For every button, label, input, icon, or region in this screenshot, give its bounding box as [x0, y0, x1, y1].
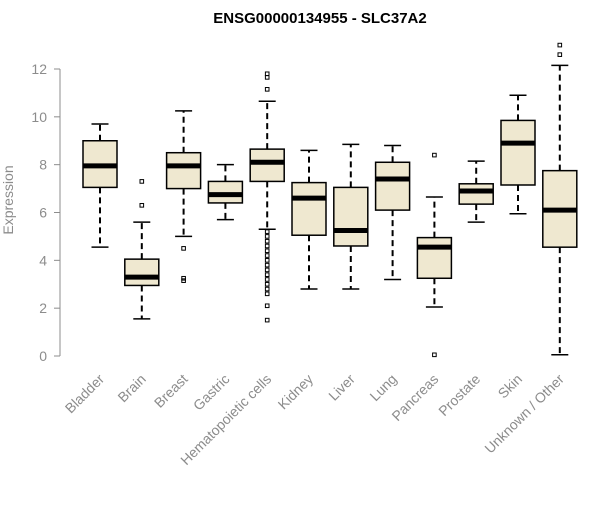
x-category-label: Brain [114, 371, 148, 405]
box-brain [124, 179, 160, 320]
iqr-box [500, 119, 536, 186]
box-liver [333, 143, 369, 290]
outlier-point [264, 277, 270, 282]
outlier-point [264, 238, 270, 244]
x-category-label: Bladder [62, 371, 108, 417]
outlier-point [139, 179, 145, 184]
outlier-point [264, 87, 270, 92]
iqr-box [124, 258, 160, 287]
y-axis: 0 2 4 6 8 10 12 [31, 61, 61, 364]
y-tick-label: 10 [31, 109, 47, 125]
box-lung [374, 144, 411, 281]
x-category-label: Liver [325, 371, 358, 404]
x-category-label: Kidney [275, 371, 317, 413]
outlier-point [264, 234, 270, 239]
outlier-point [264, 281, 270, 287]
y-tick-label: 8 [39, 157, 47, 173]
chart-title: ENSG00000134955 - SLC37A2 [213, 10, 426, 27]
y-tick-label: 12 [31, 61, 47, 77]
box-bladder [82, 123, 118, 248]
outlier-point [264, 291, 270, 297]
outlier-point [181, 275, 186, 281]
outlier-point [432, 352, 437, 358]
outlier-point [181, 278, 186, 283]
outlier-point [264, 303, 270, 309]
box-hematopoietic-cells [249, 71, 285, 323]
y-tick-label: 2 [39, 300, 47, 316]
y-axis-label: Expression [0, 165, 16, 234]
iqr-box [291, 181, 327, 236]
outlier-point [264, 229, 270, 234]
outlier-point [264, 262, 270, 268]
outlier-point [264, 267, 270, 273]
outlier-point [264, 317, 270, 323]
iqr-box [374, 161, 411, 211]
outlier-point [264, 71, 270, 77]
iqr-box [249, 148, 285, 183]
iqr-box [416, 236, 453, 280]
outlier-point [264, 248, 270, 254]
box-breast [165, 110, 202, 283]
outlier-point [139, 203, 145, 208]
outlier-point [264, 253, 270, 258]
x-category-label: Lung [366, 371, 399, 404]
outlier-point [264, 243, 270, 249]
outlier-point [557, 42, 563, 48]
x-category-label: Breast [151, 371, 191, 411]
outlier-point [432, 152, 437, 158]
outlier-point [181, 246, 186, 251]
box-gastric [207, 163, 244, 221]
x-category-label: Skin [495, 371, 526, 402]
outlier-point [264, 272, 270, 277]
box-prostate [458, 160, 494, 223]
x-category-label: Unknown / Other [481, 371, 567, 457]
y-tick-label: 0 [39, 348, 47, 364]
x-category-label: Prostate [435, 371, 483, 419]
box-kidney [291, 149, 327, 290]
outlier-point [264, 286, 270, 292]
box-skin [500, 94, 536, 215]
outlier-point [264, 75, 270, 80]
box-pancreas [416, 152, 453, 358]
iqr-box [458, 183, 494, 205]
y-tick-label: 6 [39, 205, 47, 221]
outlier-point [264, 258, 270, 263]
outlier-point [557, 52, 563, 57]
iqr-box [333, 186, 369, 247]
box-unknown-other [542, 42, 578, 356]
boxes-layer [82, 42, 578, 358]
y-tick-label: 4 [39, 252, 47, 268]
iqr-box [165, 151, 202, 190]
